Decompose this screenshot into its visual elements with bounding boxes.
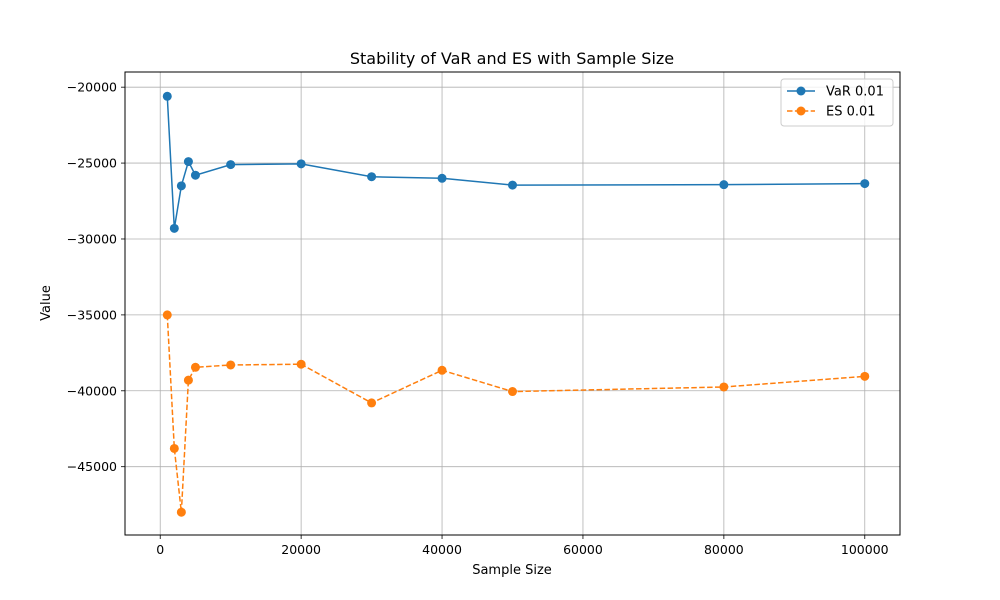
x-tick-label: 20000 — [281, 542, 321, 557]
data-point-es — [367, 398, 377, 408]
data-point-var — [176, 181, 186, 191]
x-tick-label: 100000 — [841, 542, 889, 557]
data-point-var — [860, 179, 870, 189]
series-layer — [162, 91, 870, 517]
data-point-es — [508, 387, 517, 397]
data-point-es — [190, 362, 200, 372]
data-point-var — [367, 172, 377, 182]
data-point-es — [296, 359, 306, 369]
data-point-es — [860, 371, 870, 381]
data-point-var — [296, 159, 306, 169]
y-tick-label: −35000 — [67, 307, 117, 322]
series-line-es — [166, 314, 865, 513]
x-axis-label: Sample Size — [472, 563, 552, 578]
y-axis-label: Value — [39, 285, 54, 321]
data-point-es — [169, 443, 179, 453]
y-tick-label: −20000 — [67, 80, 117, 95]
data-point-es — [183, 375, 193, 385]
data-point-var — [437, 173, 447, 183]
x-tick-label: 80000 — [704, 542, 744, 557]
data-point-var — [508, 180, 517, 190]
data-point-var — [183, 157, 193, 167]
data-point-var — [719, 180, 729, 190]
series-es — [162, 310, 870, 517]
plot-area-frame — [124, 71, 901, 536]
y-axis-ticks: −20000 −25000 −30000 −35000 −40000 −45000 — [67, 80, 125, 474]
x-tick-label: 60000 — [563, 542, 603, 557]
y-tick-label: −30000 — [67, 231, 117, 246]
x-tick-label: 40000 — [422, 542, 462, 557]
y-tick-label: −40000 — [67, 383, 117, 398]
data-point-es — [719, 382, 729, 392]
data-point-es — [162, 310, 172, 320]
data-point-es — [176, 507, 186, 517]
legend-marker-es — [796, 106, 806, 116]
x-axis-ticks: 0 20000 40000 60000 80000 100000 — [156, 535, 889, 557]
y-tick-label: −45000 — [67, 459, 117, 474]
series-var — [162, 91, 870, 233]
data-point-es — [226, 360, 236, 370]
legend-marker-var — [796, 86, 806, 96]
legend-label-es: ES 0.01 — [826, 105, 876, 120]
legend: VaR 0.01 ES 0.01 — [780, 78, 894, 127]
data-point-var — [226, 160, 236, 170]
legend-label-var: VaR 0.01 — [826, 85, 884, 100]
data-point-var — [190, 170, 200, 180]
series-line-var — [166, 96, 865, 229]
x-tick-label: 0 — [156, 542, 164, 557]
data-point-var — [162, 91, 172, 101]
y-tick-label: −25000 — [67, 156, 117, 171]
data-point-var — [169, 223, 179, 233]
chart-title: Stability of VaR and ES with Sample Size — [350, 49, 674, 68]
data-point-es — [437, 365, 447, 375]
